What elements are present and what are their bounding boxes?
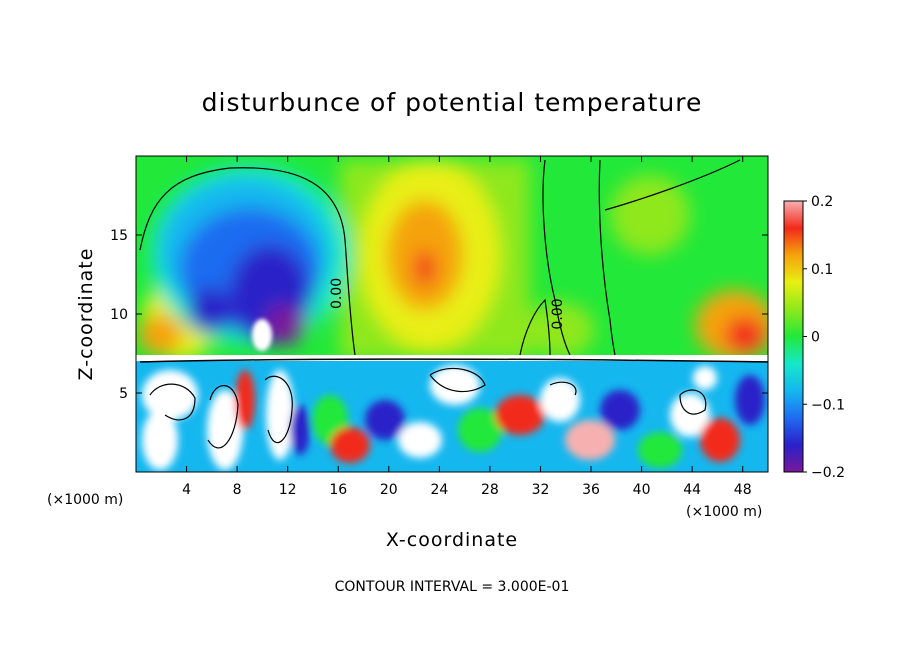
y-tick-label: 10 [110, 307, 128, 323]
colorbar [783, 200, 804, 473]
x-tick-label: 24 [430, 482, 448, 498]
colorbar-tick-label: 0.2 [811, 194, 833, 210]
chart-title: disturbunce of potential temperature [202, 88, 703, 117]
contour-label: 0.00 [329, 278, 345, 309]
x-tick-label: 16 [329, 482, 347, 498]
x-tick-label: 20 [380, 482, 398, 498]
colorbar-tick-label: 0 [811, 330, 820, 346]
x-unit-left: (×1000 m) [47, 492, 123, 508]
x-tick-label: 44 [683, 482, 701, 498]
x-tick-label: 32 [532, 482, 550, 498]
x-tick-label: 48 [734, 482, 752, 498]
colorbar-ticks: 0.2 0.1 0 −0.1 −0.2 [803, 194, 845, 481]
colorbar-tick-label: 0.1 [811, 262, 833, 278]
x-axis-ticks: 4 8 12 16 20 24 28 32 36 40 44 48 [182, 156, 752, 498]
y-tick-label: 5 [119, 386, 128, 402]
colorbar-tick-label: −0.2 [811, 465, 845, 481]
x-tick-label: 8 [233, 482, 242, 498]
x-tick-label: 28 [481, 482, 499, 498]
heatmap-field [136, 156, 768, 472]
y-axis-label: Z-coordinate [75, 248, 97, 381]
x-unit-right: (×1000 m) [686, 504, 762, 520]
x-tick-label: 40 [633, 482, 651, 498]
contour-labels: 0.00 0.00 [329, 278, 566, 330]
x-tick-label: 4 [182, 482, 191, 498]
y-tick-label: 15 [110, 228, 128, 244]
x-tick-label: 12 [279, 482, 297, 498]
footer-contour-interval: CONTOUR INTERVAL = 3.000E-01 [335, 579, 570, 595]
x-axis-label: X-coordinate [386, 529, 518, 551]
x-tick-label: 36 [582, 482, 600, 498]
y-axis-ticks: 5 10 15 [110, 228, 768, 402]
colorbar-tick-label: −0.1 [811, 397, 845, 413]
contour-label: 0.00 [550, 298, 566, 329]
